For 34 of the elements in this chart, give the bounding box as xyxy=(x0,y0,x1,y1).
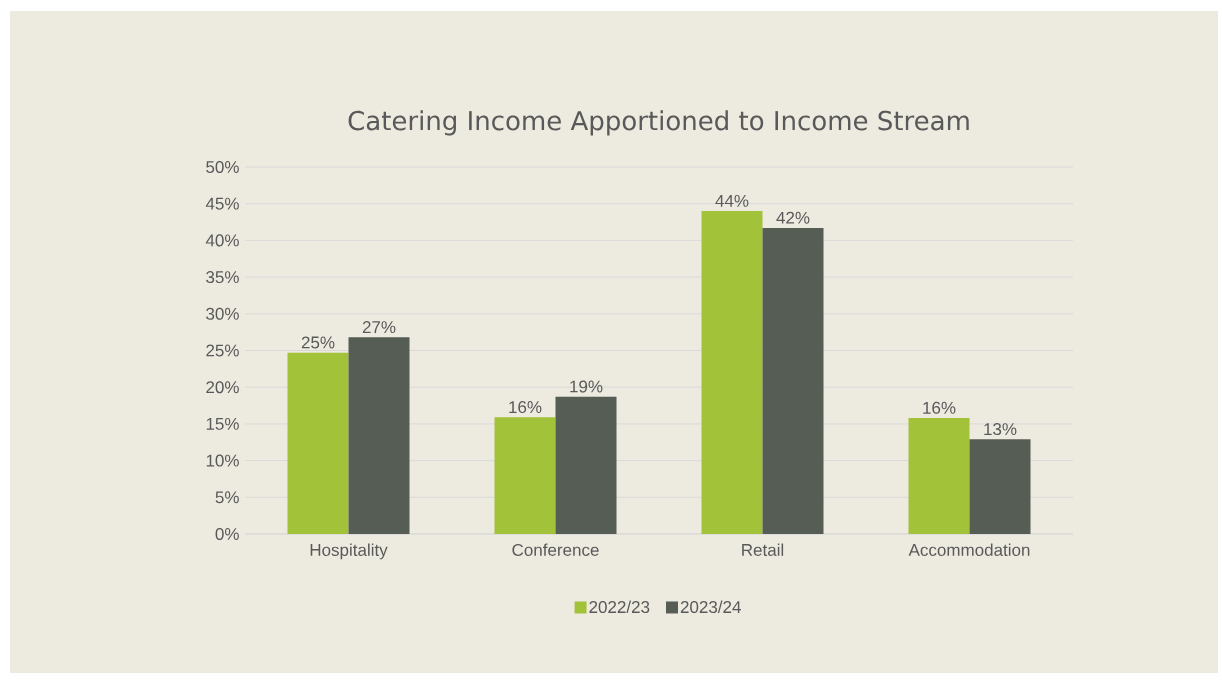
y-tick-label: 50% xyxy=(206,160,239,174)
x-tick-label: Conference xyxy=(512,543,599,556)
data-label: 44% xyxy=(715,194,749,207)
bar xyxy=(555,396,617,534)
y-tick-label: 25% xyxy=(206,344,239,357)
legend-label: 2022/23 xyxy=(589,600,650,614)
data-label: 13% xyxy=(984,423,1017,436)
bar xyxy=(701,211,763,534)
y-tick-label: 5% xyxy=(215,491,239,504)
y-tick-label: 35% xyxy=(206,271,239,284)
y-tick-label: 20% xyxy=(206,381,239,394)
data-label: 19% xyxy=(570,380,603,393)
data-label: 25% xyxy=(301,336,335,349)
y-tick-label: 40% xyxy=(205,234,239,247)
y-tick-label: 0% xyxy=(215,527,239,541)
bar xyxy=(494,417,556,534)
bar xyxy=(908,418,970,534)
x-tick-label: Hospitality xyxy=(310,543,388,560)
y-tick-label: 30% xyxy=(206,307,239,320)
chart-title: Catering Income Apportioned to Income Stream xyxy=(348,110,969,136)
bar xyxy=(969,439,1031,534)
data-label: 27% xyxy=(362,321,396,334)
data-label: 42% xyxy=(776,211,810,224)
bar xyxy=(762,227,824,534)
bar xyxy=(287,352,349,534)
y-tick-label: 10% xyxy=(206,454,239,467)
legend-label: 2023/24 xyxy=(680,600,741,614)
y-tick-label: 15% xyxy=(206,417,239,430)
y-tick-label: 45% xyxy=(205,197,239,210)
x-tick-label: Retail xyxy=(742,543,784,556)
bar xyxy=(348,337,410,534)
data-label: 16% xyxy=(509,401,542,414)
x-tick-label: Accommodation xyxy=(908,543,1030,556)
data-label: 16% xyxy=(923,401,956,414)
